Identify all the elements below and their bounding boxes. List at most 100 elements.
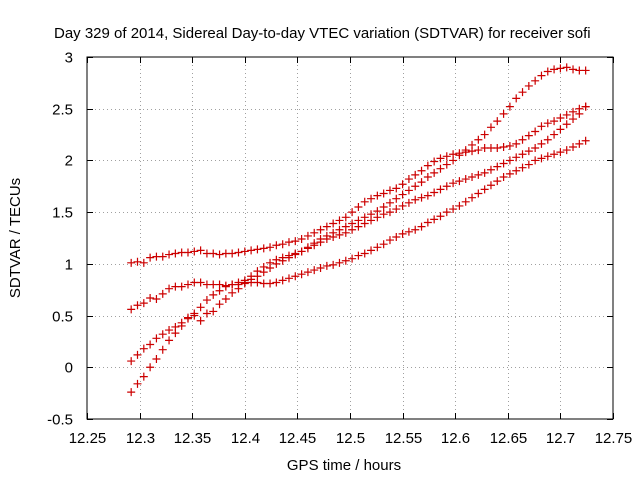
data-point xyxy=(550,117,559,126)
data-point xyxy=(575,139,584,148)
data-point xyxy=(215,300,224,309)
data-point xyxy=(474,189,483,198)
data-point xyxy=(152,295,161,304)
data-point xyxy=(228,288,237,297)
data-point xyxy=(354,251,363,260)
data-point xyxy=(569,65,578,74)
data-point xyxy=(152,355,161,364)
y-tick-label: 3 xyxy=(65,50,73,67)
data-point xyxy=(367,216,376,225)
data-point xyxy=(404,175,413,184)
data-point xyxy=(379,202,388,211)
data-point xyxy=(228,249,237,258)
data-point xyxy=(442,182,451,191)
data-point xyxy=(430,157,439,166)
data-point xyxy=(146,253,155,262)
data-point xyxy=(234,278,243,287)
data-point xyxy=(209,249,218,258)
data-point xyxy=(575,109,584,118)
data-point xyxy=(310,228,319,237)
x-tick-label: 12.6 xyxy=(441,430,470,447)
data-point xyxy=(196,246,205,255)
data-point xyxy=(537,71,546,80)
data-point xyxy=(430,188,439,197)
x-tick-label: 12.5 xyxy=(336,430,365,447)
x-tick-label: 12.75 xyxy=(595,430,633,447)
x-tick-label: 12.65 xyxy=(490,430,528,447)
data-point xyxy=(524,147,533,156)
data-point xyxy=(417,178,426,187)
x-tick-label: 12.4 xyxy=(231,430,260,447)
data-point xyxy=(335,230,344,239)
data-point xyxy=(531,127,540,136)
data-point xyxy=(303,268,312,277)
data-point xyxy=(228,280,237,289)
y-tick-label: 2.5 xyxy=(52,102,73,119)
data-point xyxy=(524,160,533,169)
data-point xyxy=(398,229,407,238)
data-point xyxy=(348,208,357,217)
y-tick-label: 0.5 xyxy=(52,309,73,326)
data-point xyxy=(278,276,287,285)
data-point xyxy=(278,240,287,249)
data-point xyxy=(442,160,451,169)
data-point xyxy=(474,170,483,179)
data-point xyxy=(436,185,445,194)
data-point xyxy=(411,195,420,204)
data-point xyxy=(196,303,205,312)
data-point xyxy=(581,102,590,111)
y-tick-label: -0.5 xyxy=(47,412,73,429)
data-point xyxy=(524,131,533,140)
data-point xyxy=(247,246,256,255)
data-point xyxy=(284,251,293,260)
data-point xyxy=(455,177,464,186)
data-point xyxy=(499,172,508,181)
data-point xyxy=(335,216,344,225)
data-point xyxy=(455,201,464,210)
data-point xyxy=(392,184,401,193)
data-point xyxy=(146,340,155,349)
data-point xyxy=(127,305,136,314)
data-point xyxy=(404,186,413,195)
data-points xyxy=(127,63,590,397)
y-tick-label: 1.5 xyxy=(52,205,73,222)
data-point xyxy=(556,114,565,123)
data-point xyxy=(379,210,388,219)
data-point xyxy=(297,235,306,244)
data-point xyxy=(190,311,199,320)
data-point xyxy=(550,65,559,74)
data-point xyxy=(505,102,514,111)
data-point xyxy=(480,168,489,177)
data-point xyxy=(505,156,514,165)
data-point xyxy=(486,181,495,190)
data-point xyxy=(253,267,262,276)
data-point xyxy=(562,110,571,119)
data-point xyxy=(436,212,445,221)
data-point xyxy=(373,213,382,222)
data-point xyxy=(518,163,527,172)
data-point xyxy=(196,278,205,287)
data-point xyxy=(385,198,394,207)
data-point xyxy=(392,232,401,241)
data-point xyxy=(360,197,369,206)
data-point xyxy=(303,231,312,240)
data-point xyxy=(404,227,413,236)
data-point xyxy=(165,336,174,345)
data-point xyxy=(133,257,142,266)
data-point xyxy=(221,282,230,291)
data-point xyxy=(449,156,458,165)
data-point xyxy=(461,175,470,184)
data-point xyxy=(190,247,199,256)
data-point xyxy=(512,139,521,148)
data-point xyxy=(310,241,319,250)
data-point xyxy=(537,122,546,131)
data-point xyxy=(322,222,331,231)
data-point xyxy=(404,198,413,207)
data-point xyxy=(417,222,426,231)
data-point xyxy=(183,248,192,257)
series-4 xyxy=(127,102,590,397)
data-point xyxy=(423,161,432,170)
data-point xyxy=(505,169,514,178)
data-point xyxy=(423,172,432,181)
